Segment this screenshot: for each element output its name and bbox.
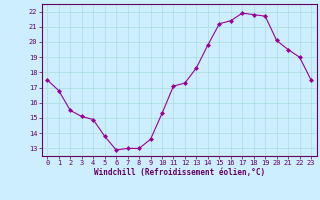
X-axis label: Windchill (Refroidissement éolien,°C): Windchill (Refroidissement éolien,°C) [94,168,265,177]
